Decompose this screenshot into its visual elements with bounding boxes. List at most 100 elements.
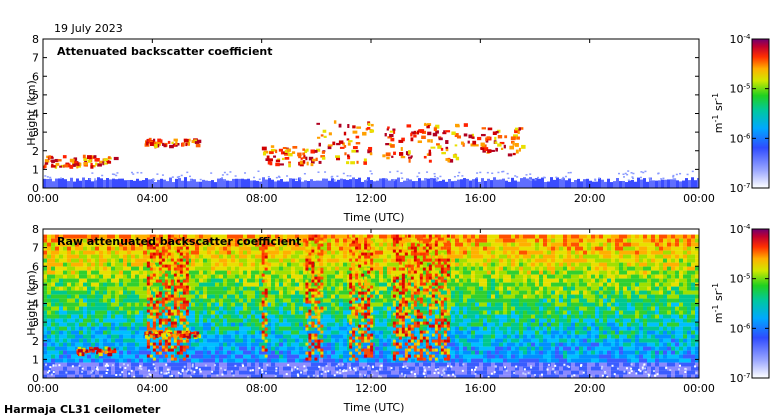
noise-cell bbox=[339, 322, 343, 327]
boundary-layer-cell bbox=[101, 174, 104, 177]
noise-cell bbox=[195, 342, 199, 347]
noise-cell bbox=[139, 246, 143, 251]
noise-cell bbox=[319, 302, 323, 307]
noise-cell bbox=[307, 266, 311, 271]
noise-cell bbox=[455, 238, 459, 243]
boundary-layer-cell bbox=[60, 177, 63, 180]
noise-cell bbox=[295, 298, 299, 303]
noise-cell bbox=[367, 330, 371, 335]
noise-cell bbox=[471, 342, 475, 347]
noise-cell bbox=[63, 274, 67, 279]
noise-cell bbox=[207, 262, 211, 267]
noise-cell bbox=[359, 266, 363, 271]
noise-cell bbox=[411, 238, 415, 243]
noise-cell bbox=[447, 270, 451, 275]
noise-cell bbox=[319, 370, 323, 375]
noise-cell bbox=[287, 266, 291, 271]
noise-cell bbox=[231, 274, 235, 279]
boundary-layer-cell bbox=[457, 175, 460, 177]
boundary-layer-cell bbox=[537, 176, 540, 179]
boundary-layer-cell bbox=[319, 180, 322, 188]
boundary-layer-cell bbox=[424, 178, 427, 188]
noise-cell bbox=[455, 322, 459, 327]
noise-cell bbox=[467, 250, 471, 255]
noise-cell bbox=[383, 358, 387, 363]
noise-cell bbox=[403, 366, 407, 371]
noise-cell bbox=[251, 330, 255, 335]
noise-cell bbox=[103, 358, 107, 363]
noise-cell bbox=[383, 314, 387, 319]
noise-cell bbox=[215, 302, 219, 307]
noise-cell bbox=[375, 334, 379, 339]
cloud-cell bbox=[152, 138, 156, 142]
noise-cell bbox=[123, 346, 127, 351]
noise-cell bbox=[271, 342, 275, 347]
noise-cell bbox=[455, 370, 459, 375]
noise-cell bbox=[367, 358, 371, 363]
noise-cell bbox=[347, 286, 351, 291]
noise-cell bbox=[223, 234, 227, 239]
noise-cell bbox=[203, 270, 207, 275]
noise-cell bbox=[467, 258, 471, 263]
noise-cell bbox=[91, 358, 95, 363]
noise-cell bbox=[203, 282, 207, 287]
noise-cell bbox=[95, 354, 99, 359]
noise-cell bbox=[467, 366, 471, 371]
noise-cell bbox=[219, 302, 223, 307]
noise-cell bbox=[131, 242, 135, 247]
noise-cell bbox=[67, 358, 71, 363]
noise-cell bbox=[271, 350, 275, 355]
noise-cell bbox=[183, 362, 187, 367]
noise-cell bbox=[183, 374, 187, 378]
noise-cell bbox=[487, 370, 491, 375]
boundary-layer-cell bbox=[496, 179, 499, 188]
noise-cell bbox=[495, 334, 499, 339]
cloud-cell bbox=[282, 146, 287, 150]
boundary-layer-cell bbox=[112, 178, 115, 188]
noise-cell bbox=[187, 374, 191, 378]
noise-cell bbox=[151, 294, 155, 299]
noise-cell bbox=[267, 298, 271, 303]
noise-cell bbox=[299, 338, 303, 343]
noise-cell bbox=[283, 322, 287, 327]
noise-cell bbox=[87, 294, 91, 299]
noise-cell bbox=[483, 322, 487, 327]
noise-cell bbox=[223, 274, 227, 279]
boundary-layer-cell bbox=[268, 178, 271, 188]
noise-cell bbox=[327, 342, 331, 347]
boundary-layer-cell bbox=[109, 179, 112, 188]
noise-cell bbox=[131, 314, 135, 319]
noise-cell bbox=[303, 322, 307, 327]
noise-cell bbox=[327, 346, 331, 351]
noise-cell bbox=[335, 330, 339, 335]
noise-cell bbox=[215, 242, 219, 247]
noise-cell bbox=[319, 262, 323, 267]
noise-cell bbox=[403, 274, 407, 279]
cloud-cell bbox=[82, 154, 86, 159]
noise-cell bbox=[63, 258, 67, 263]
noise-cell bbox=[387, 338, 391, 343]
noise-cell bbox=[67, 282, 71, 287]
noise-cell bbox=[71, 270, 75, 275]
noise-cell bbox=[299, 246, 303, 251]
noise-cell bbox=[243, 238, 247, 243]
noise-cell bbox=[495, 362, 499, 367]
noise-cell bbox=[139, 370, 143, 375]
noise-cell bbox=[179, 326, 183, 331]
noise-cell bbox=[103, 326, 107, 331]
cloud-cell bbox=[74, 161, 78, 164]
noise-cell bbox=[131, 334, 135, 339]
noise-cell bbox=[483, 374, 487, 378]
boundary-layer-cell bbox=[617, 172, 620, 175]
noise-cell bbox=[123, 298, 127, 303]
noise-cell bbox=[355, 270, 359, 275]
noise-cell bbox=[487, 254, 491, 259]
noise-cell bbox=[155, 318, 159, 323]
noise-cell bbox=[343, 330, 347, 335]
noise-cell bbox=[451, 354, 455, 359]
noise-cell bbox=[103, 314, 107, 319]
noise-cell bbox=[235, 354, 239, 359]
noise-cell bbox=[491, 306, 495, 311]
boundary-layer-cell bbox=[460, 179, 463, 188]
noise-cell bbox=[279, 298, 283, 303]
